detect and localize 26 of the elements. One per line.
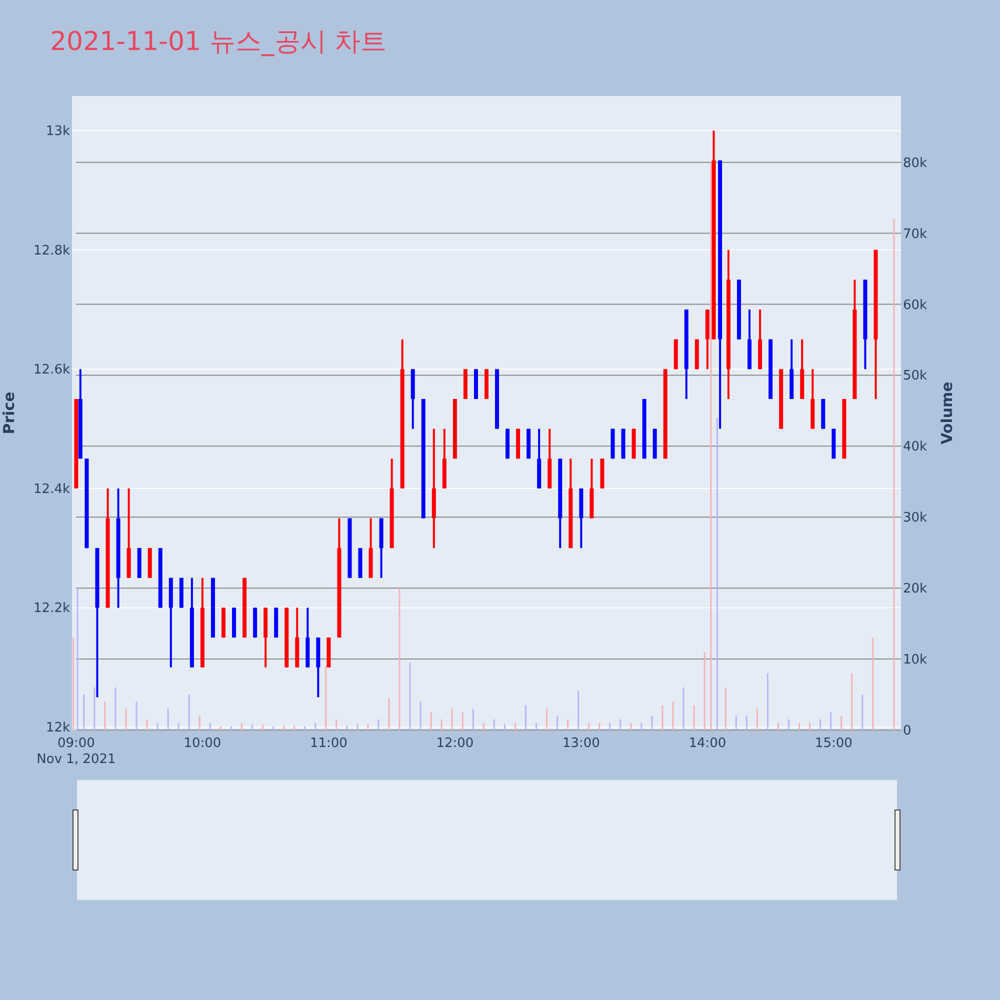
y2-tick-label: 40k [903, 440, 928, 455]
x-tick-label: 14:00 [688, 736, 726, 751]
y-tick-label: 12.4k [34, 482, 70, 497]
y2-tick-label: 0 [903, 724, 912, 738]
chart-title: 2021-11-01 뉴스_공시 차트 [50, 27, 387, 57]
y-tick-label: 12.2k [34, 601, 70, 616]
y-tick-label: 12.6k [34, 362, 70, 378]
x-tick-label: 15:00 [814, 736, 852, 751]
y-tick-label: 12k [46, 720, 70, 736]
x-tick-label: 10:00 [184, 736, 222, 751]
y2-tick-label: 60k [903, 298, 928, 313]
x-tick-label: 09:00 [57, 736, 95, 751]
y-axis-title: Price [0, 392, 18, 434]
text: Nov 1, 2021 [36, 752, 116, 767]
x-tick-label: 12:00 [436, 736, 474, 751]
y2-tick-label: 30k [903, 510, 928, 526]
y2-tick-label: 80k [903, 156, 928, 171]
y2-tick-label: 50k [903, 368, 928, 384]
y2-tick-label: 20k [903, 582, 928, 597]
y-tick-label: 12.8k [34, 243, 70, 258]
x-tick-label: 11:00 [310, 736, 348, 751]
y2-tick-label: 10k [903, 652, 928, 668]
y2-axis-title: Volume [938, 382, 956, 444]
y2-tick-label: 70k [903, 226, 928, 242]
x-tick-label: 13:00 [562, 736, 600, 751]
y-tick-label: 13k [46, 124, 70, 140]
